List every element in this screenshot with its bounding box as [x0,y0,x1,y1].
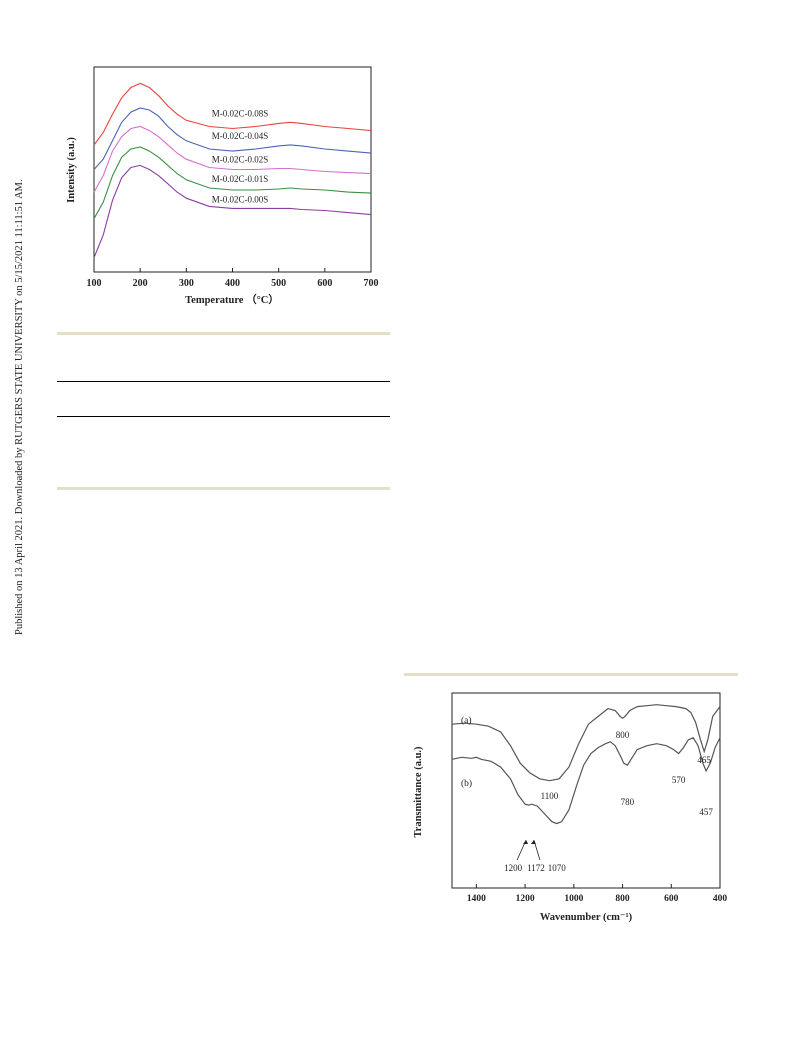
peak-label: 465 [697,755,711,765]
chart2-frame [451,692,721,889]
chart1-series-labels: M-0.02C-0.08S M-0.02C-0.04S M-0.02C-0.02S M… [212,108,269,204]
chart1-x-tick-label: 500 [271,278,286,289]
peak-label: 1172 [527,863,545,873]
chart2-series-line [451,704,721,782]
table-rule-top [57,381,390,382]
chart2-series-line [451,737,721,825]
chart2-series-group [451,704,721,825]
download-watermark-text: Published on 13 April 2021. Downloaded b… [14,179,25,635]
chart1-x-tick-label: 700 [364,278,379,289]
table-rule-mid [57,416,390,417]
chart1-series-label: M-0.02C-0.01S [212,174,269,184]
divider-right [404,673,738,676]
chart2-x-tick-label: 1400 [467,894,486,904]
chart1-series-label: M-0.02C-0.02S [212,155,269,165]
chart1-series-label: M-0.02C-0.04S [212,131,269,141]
download-watermark-sidebar: Published on 13 April 2021. Downloaded b… [0,0,30,1039]
peak-label: 1070 [548,863,567,873]
chart1-x-axis-label: Temperature （°C） [185,293,279,306]
chart2-x-axis-label: Wavenumber (cm⁻¹) [540,912,633,923]
chart2-x-tick-label: 1200 [516,894,535,904]
chart1-x-tick-label: 400 [225,278,240,289]
chart1-x-ticks: 100 200 300 400 500 600 700 [87,268,379,289]
chart2-x-tick-label: 400 [713,894,728,904]
peak-label: 457 [699,807,713,817]
chart2-x-tick-label: 1000 [564,894,583,904]
chart1-x-tick-label: 600 [317,278,332,289]
chart2-y-axis-label: Transmittance (a.u.) [413,746,424,838]
chart2-peak-annotations: 800 1100 465 780 570 457 1200 1172 1070 [504,730,713,873]
chart2-x-tick-label: 600 [664,894,679,904]
chart2-x-tick-label: 800 [615,894,630,904]
chart1-series-group [93,82,372,258]
chart1-series-label: M-0.02C-0.00S [212,194,269,204]
divider-top [57,332,390,335]
chart1-series-line [93,125,372,193]
chart1-series-line [93,82,372,146]
peak-arrowhead [523,840,529,844]
chart1-y-axis-label: Intensity (a.u.) [66,137,77,203]
divider-bottom [57,487,390,490]
chart1-x-tick-label: 300 [179,278,194,289]
peak-label: 1100 [541,791,559,801]
chart1-x-tick-label: 200 [133,278,148,289]
chart1-series-line [93,107,372,170]
peak-label: 800 [616,730,630,740]
ftir-spectra-chart: 1400 1200 1000 800 600 400 800 1100 465 780 570 45… [413,692,728,923]
peak-label: 570 [672,775,686,785]
chart1-series-line [93,164,372,258]
temperature-intensity-chart: M-0.02C-0.08S M-0.02C-0.04S M-0.02C-0.02S M… [66,66,379,306]
chart1-series-label: M-0.02C-0.08S [212,108,269,118]
peak-arrowhead [530,840,536,844]
peak-label: 780 [621,797,635,807]
chart2-x-ticks: 1400 1200 1000 800 600 400 [467,884,728,904]
series-label-a: (a) [461,715,472,726]
peak-label: 1200 [504,863,523,873]
series-label-b: (b) [461,778,472,789]
chart1-x-tick-label: 100 [87,278,102,289]
chart1-series-line [93,146,372,219]
